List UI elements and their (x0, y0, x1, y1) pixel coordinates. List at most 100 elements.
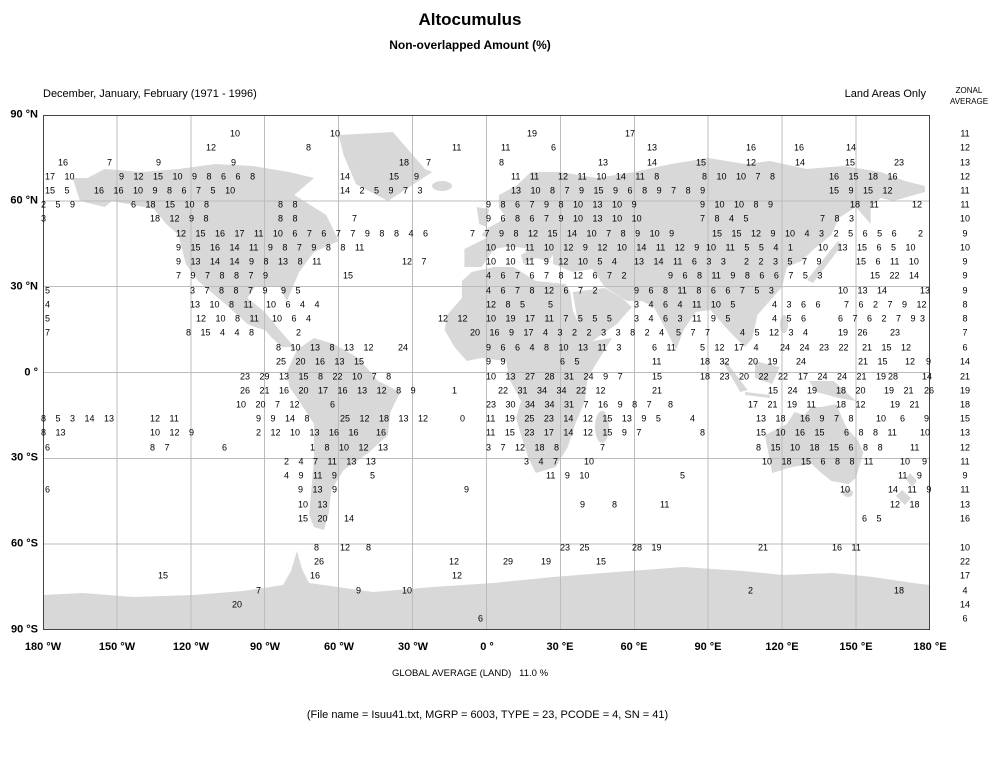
grid-value: 14 (795, 157, 806, 168)
grid-value: 8 7 (150, 442, 170, 453)
grid-value: 8 10 10 7 8 (702, 171, 776, 182)
grid-value: 7 8 4 5 (700, 213, 749, 224)
plot-border (43, 115, 930, 630)
landmass-iceland (432, 181, 452, 191)
grid-value: 5 (548, 299, 554, 310)
grid-value: 15 (158, 570, 169, 581)
grid-value: 9 (414, 171, 420, 182)
grid-value: 2 5 9 (41, 199, 76, 210)
zonal-average-value: 12 (959, 142, 970, 153)
grid-value: 13 10 8 7 9 15 9 6 8 9 7 8 9 (511, 185, 706, 196)
grid-value: 3 7 8 8 7 9 (190, 285, 268, 296)
grid-value: 8 10 13 8 13 12 (276, 342, 374, 353)
grid-value: 6 5 (560, 356, 580, 367)
grid-value: 11 (652, 356, 662, 367)
grid-value: 8 15 10 18 15 6 8 8 (756, 442, 883, 453)
grid-value: 6 (900, 413, 906, 424)
grid-value: 9 (464, 484, 470, 495)
grid-value: 3 (41, 213, 47, 224)
grid-value: 9 6 6 4 8 10 13 11 3 (486, 342, 622, 353)
lon-tick-label: 180 °E (913, 641, 947, 653)
grid-value: 12 (206, 142, 217, 153)
grid-value: 6 18 15 10 8 (131, 199, 210, 210)
grid-value: 10 (230, 128, 241, 139)
grid-value: 10 20 7 12 (236, 399, 300, 410)
grid-value: 23 30 34 34 31 7 16 9 8 7 (486, 399, 652, 410)
grid-lines (43, 115, 930, 630)
grid-value: 11 19 25 23 14 12 15 13 9 5 (486, 413, 661, 424)
grid-value: 4 3 6 6 (772, 299, 821, 310)
file-info-label: (File name = Isuu41.txt, MGRP = 6003, TY… (306, 709, 669, 721)
grid-value: 10 (584, 456, 595, 467)
grid-value: 5 7 7 (676, 327, 711, 338)
landmass-south-america (286, 338, 401, 530)
lon-tick-label: 90 °W (249, 641, 281, 653)
grid-value: 10 (920, 427, 931, 438)
grid-value: 14 (846, 142, 857, 153)
landmass-new-zealand-north (906, 473, 917, 487)
grid-value: 9 9 (486, 356, 506, 367)
lon-tick-label: 150 °W (98, 641, 136, 653)
zonal-average-value: 16 (959, 513, 970, 524)
grid-value: 13 (920, 285, 931, 296)
grid-value: 15 22 14 (870, 270, 920, 281)
landmass-new-zealand-south (896, 490, 911, 505)
grid-value: 16 (58, 157, 69, 168)
zonal-average-value: 9 (962, 256, 968, 267)
grid-value: 7 7 9 8 12 15 14 10 7 8 9 10 9 (470, 228, 675, 239)
grid-value: 8 8 (278, 199, 298, 210)
lon-tick-label: 60 °E (620, 641, 648, 653)
grid-value: 9 9 14 8 (256, 413, 310, 424)
zonal-average-value: 11 (960, 199, 970, 210)
grid-value: 10 13 (298, 499, 328, 510)
grid-value: 5 (45, 285, 51, 296)
grid-value: 6 (45, 442, 51, 453)
zonal-average-value: 7 (962, 327, 968, 338)
zonal-average-value: 19 (959, 385, 970, 396)
grid-value: 5 (370, 470, 376, 481)
grid-value: 25 20 16 13 15 (276, 356, 365, 367)
grid-value: 8 8 (278, 213, 298, 224)
grid-value: 10 (840, 484, 851, 495)
zonal-average-header: ZONAL AVERAGE (943, 85, 995, 107)
grid-value: 21 (652, 385, 663, 396)
zonal-average-value: 14 (959, 356, 970, 367)
grid-value: 13 (647, 142, 658, 153)
grid-value: 10 12 9 (150, 427, 195, 438)
landmass-australia (764, 404, 864, 484)
grid-value: 8 (499, 157, 505, 168)
grid-value: 19 21 (884, 385, 914, 396)
grid-value: 15 (343, 270, 354, 281)
grid-value: 13 18 (756, 413, 786, 424)
landmass-java (745, 392, 770, 398)
grid-value: 26 (314, 556, 325, 567)
grid-value: 17 21 19 11 (748, 399, 816, 410)
grid-value: 7 (45, 327, 51, 338)
zonal-average-value: 9 (962, 285, 968, 296)
grid-value: 6 (45, 484, 51, 495)
zonal-average-value: 18 (959, 399, 970, 410)
landmass-new-guinea (809, 381, 856, 401)
grid-value: 8 5 3 14 13 (41, 413, 115, 424)
zonal-average-value: 6 (962, 613, 968, 624)
landmass-sumatra (720, 358, 748, 392)
grid-value: 18 11 (850, 199, 879, 210)
grid-value: 6 (330, 399, 336, 410)
grid-value: 9 (580, 499, 586, 510)
grid-value: 19 (541, 556, 552, 567)
grid-value: 14 11 9 (888, 484, 932, 495)
grid-value: 25 12 18 13 12 (340, 413, 429, 424)
grid-value: 18 23 20 22 22 (700, 371, 789, 382)
grid-value: 6 (551, 142, 557, 153)
grid-value: 9 12 15 10 9 8 6 6 8 (119, 171, 256, 182)
grid-value: 12 (340, 542, 351, 553)
grid-value: 24 24 23 22 (780, 342, 849, 353)
zonal-average-value: 9 (962, 470, 968, 481)
grid-value: 18 32 (700, 356, 730, 367)
grid-value: 4 9 11 9 (284, 470, 337, 481)
zonal-average-value: 9 (962, 270, 968, 281)
grid-value: 11 9 (898, 470, 922, 481)
zonal-average-value: 12 (959, 171, 970, 182)
lon-tick-label: 60 °W (323, 641, 355, 653)
grid-value: 9 (922, 456, 928, 467)
